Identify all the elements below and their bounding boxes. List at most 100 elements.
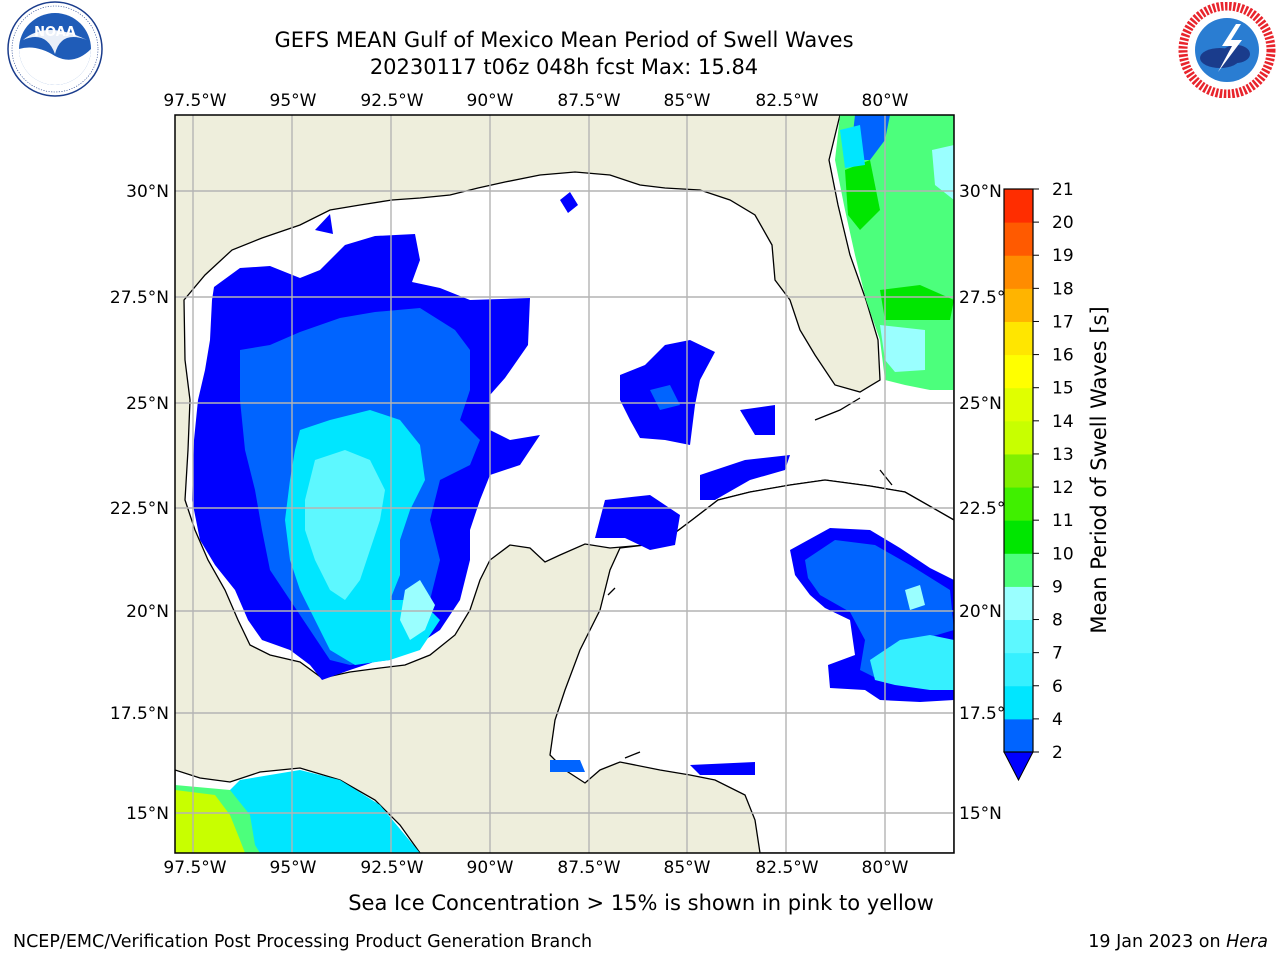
chart-subtitle: 20230117 t06z 048h fcst Max: 15.84 xyxy=(369,55,759,79)
colorbar-tick-label: 9 xyxy=(1052,577,1063,597)
lat-label: 15°N xyxy=(959,804,1002,824)
lon-label: 92.5°W xyxy=(360,858,423,878)
lat-label: 17.5°N xyxy=(959,704,1018,724)
lon-label: 97.5°W xyxy=(163,91,226,111)
swell-central-inner xyxy=(650,385,680,410)
swell-small-1 xyxy=(560,192,578,213)
lon-label: 90°W xyxy=(467,858,514,878)
colorbar-block xyxy=(1004,520,1033,554)
lat-labels-right: 30°N 27.5°N 25°N 22.5°N 20°N 17.5°N 15°N xyxy=(959,182,1018,824)
lat-label: 22.5°N xyxy=(959,499,1018,519)
lat-label: 30°N xyxy=(126,182,169,202)
colorbar-block xyxy=(1004,321,1033,356)
colorbar-extend-arrow xyxy=(1003,751,1034,782)
colorbar-tick-label: 17 xyxy=(1052,312,1074,332)
colorbar-block xyxy=(1004,189,1033,223)
map-area xyxy=(175,115,954,853)
colorbar-tick-label: 16 xyxy=(1052,346,1074,366)
colorbar: 2 4 6 7 8 9 10 11 12 13 14 15 16 17 18 19 20 21 Mean Peri… xyxy=(1003,180,1111,782)
lon-label: 85°W xyxy=(664,91,711,111)
footer-date-text: 19 Jan 2023 on xyxy=(1088,932,1227,952)
lat-label: 17.5°N xyxy=(110,704,169,724)
colorbar-ticks: 2 4 6 7 8 9 10 11 12 13 14 15 16 17 18 19 20 21 xyxy=(1033,180,1074,763)
swell-atlantic-green2 xyxy=(880,285,954,320)
swell-yucatan-patch xyxy=(595,495,680,550)
lat-label: 27.5°N xyxy=(110,288,169,308)
swell-carib-cyan xyxy=(870,635,954,690)
colorbar-block xyxy=(1004,354,1033,389)
colorbar-tick-label: 20 xyxy=(1052,213,1074,233)
lon-label: 90°W xyxy=(467,91,514,111)
colorbar-blocks xyxy=(1004,189,1033,753)
florida-keys xyxy=(814,397,893,486)
colorbar-block xyxy=(1004,586,1033,621)
lon-label: 85°W xyxy=(664,858,711,878)
colorbar-tick-label: 14 xyxy=(1052,412,1074,432)
footer-date: 19 Jan 2023 on Hera xyxy=(1088,932,1268,952)
colorbar-block xyxy=(1004,420,1033,455)
lon-label: 95°W xyxy=(270,858,317,878)
lon-label: 87.5°W xyxy=(557,91,620,111)
noaa-logo-text: NOAA xyxy=(34,25,76,40)
lon-label: 95°W xyxy=(270,91,317,111)
lat-label: 20°N xyxy=(959,602,1002,622)
colorbar-tick-label: 19 xyxy=(1052,246,1074,266)
lon-labels-top: 97.5°W 95°W 92.5°W 90°W 87.5°W 85°W 82.5… xyxy=(163,91,908,111)
swell-honduras-patch xyxy=(690,762,755,775)
colorbar-tick-label: 11 xyxy=(1052,511,1074,531)
swell-pacific-cyan xyxy=(220,770,420,853)
colorbar-tick-label: 13 xyxy=(1052,445,1074,465)
colorbar-tick-label: 2 xyxy=(1052,743,1063,763)
lon-label: 82.5°W xyxy=(755,91,818,111)
lat-label: 22.5°N xyxy=(110,499,169,519)
lon-label: 80°W xyxy=(862,91,909,111)
colorbar-block xyxy=(1004,718,1033,753)
lon-labels-bottom: 97.5°W 95°W 92.5°W 90°W 87.5°W 85°W 82.5… xyxy=(163,858,908,878)
lon-label: 82.5°W xyxy=(755,858,818,878)
swell-west-light xyxy=(305,450,385,600)
colorbar-frame xyxy=(1003,188,1034,753)
swell-cuba-patch xyxy=(700,455,790,500)
map-frame xyxy=(174,114,955,854)
footer-branch: NCEP/EMC/Verification Post Processing Pr… xyxy=(13,932,593,952)
colorbar-tick-label: 8 xyxy=(1052,611,1063,631)
nws-logo xyxy=(1178,2,1276,98)
colorbar-block xyxy=(1004,487,1033,521)
swell-campeche-light xyxy=(400,580,435,640)
lat-label: 15°N xyxy=(126,804,169,824)
colorbar-block xyxy=(1004,685,1033,720)
footer-host: Hera xyxy=(1226,932,1268,952)
swell-small-3 xyxy=(315,214,333,234)
colorbar-label: Mean Period of Swell Waves [s] xyxy=(1087,306,1111,633)
sea-ice-note: Sea Ice Concentration > 15% is shown in … xyxy=(348,891,934,915)
lat-label: 30°N xyxy=(959,182,1002,202)
colorbar-tick-label: 15 xyxy=(1052,379,1074,399)
noaa-logo: NOAA xyxy=(7,1,103,97)
colorbar-block xyxy=(1004,619,1033,654)
colorbar-tick-label: 21 xyxy=(1052,180,1074,200)
swell-belize-patch xyxy=(550,760,585,772)
lon-label: 80°W xyxy=(862,858,909,878)
lat-label: 25°N xyxy=(959,394,1002,414)
lat-label: 25°N xyxy=(126,394,169,414)
swell-small-2 xyxy=(740,405,775,435)
colorbar-tick-label: 18 xyxy=(1052,279,1074,299)
colorbar-block xyxy=(1004,387,1033,422)
swell-carib-light xyxy=(905,585,925,610)
colorbar-tick-label: 4 xyxy=(1052,710,1063,730)
lon-label: 92.5°W xyxy=(360,91,423,111)
colorbar-block xyxy=(1004,553,1033,587)
swell-carib-mid xyxy=(805,540,954,680)
lat-label: 20°N xyxy=(126,602,169,622)
swell-atlantic-light xyxy=(932,145,954,200)
colorbar-block xyxy=(1004,652,1033,687)
colorbar-block xyxy=(1004,453,1033,488)
colorbar-block xyxy=(1004,288,1033,322)
swell-atlantic-cyan xyxy=(840,125,865,168)
gridlines xyxy=(175,115,954,853)
colorbar-tick-label: 10 xyxy=(1052,544,1074,564)
colorbar-block xyxy=(1004,222,1033,256)
swell-atlantic-light2 xyxy=(880,325,925,372)
colorbar-block xyxy=(1004,255,1033,289)
